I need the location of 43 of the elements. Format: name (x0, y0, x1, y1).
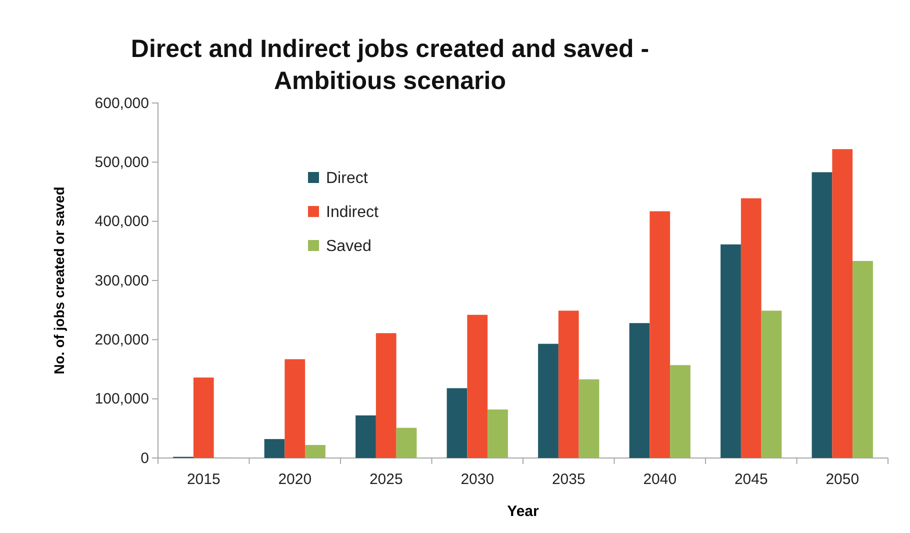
x-tick-label: 2025 (369, 471, 403, 488)
bar (376, 333, 396, 458)
x-tick-label: 2040 (643, 471, 677, 488)
y-tick-label: 600,000 (94, 94, 149, 112)
x-tick-label: 2035 (552, 471, 586, 488)
x-axis-title: Year (507, 503, 540, 520)
bar (650, 211, 670, 458)
bar (558, 310, 579, 458)
bar (446, 388, 468, 458)
x-tick-label: 2045 (734, 471, 768, 488)
bar (670, 365, 690, 458)
y-axis-title: No. of jobs created or saved (51, 186, 67, 374)
bar (193, 378, 214, 458)
chart-title: Direct and Indirect jobs created and saved - Ambitious scenario (130, 35, 650, 95)
bar (538, 344, 558, 458)
y-tick-label: 100,000 (94, 390, 149, 408)
y-tick-label: 200,000 (94, 331, 149, 348)
bar (832, 149, 853, 458)
bar (720, 244, 741, 458)
y-tick-label: 500,000 (94, 154, 149, 171)
bar (284, 359, 306, 458)
x-tick-label: 2020 (278, 471, 312, 488)
y-tick-label: 400,000 (94, 213, 149, 230)
bar (305, 444, 326, 458)
bar (852, 260, 873, 458)
legend-label: Indirect (326, 204, 380, 221)
bar (264, 439, 285, 458)
bar (578, 379, 600, 458)
x-tick-label: 2050 (826, 471, 860, 488)
bar (629, 323, 650, 458)
x-tick-label: 2015 (186, 471, 220, 488)
bar (396, 428, 417, 458)
bar (488, 409, 508, 458)
bar (356, 415, 376, 458)
bar (761, 310, 782, 458)
legend-label: Saved (326, 238, 372, 255)
y-tick-label: 300,000 (94, 272, 149, 290)
y-tick-label: 0 (140, 450, 149, 467)
bar (812, 172, 832, 458)
bar (740, 198, 762, 458)
bar (467, 314, 488, 458)
legend-label: Direct (326, 170, 368, 187)
x-tick-label: 2030 (460, 471, 494, 488)
